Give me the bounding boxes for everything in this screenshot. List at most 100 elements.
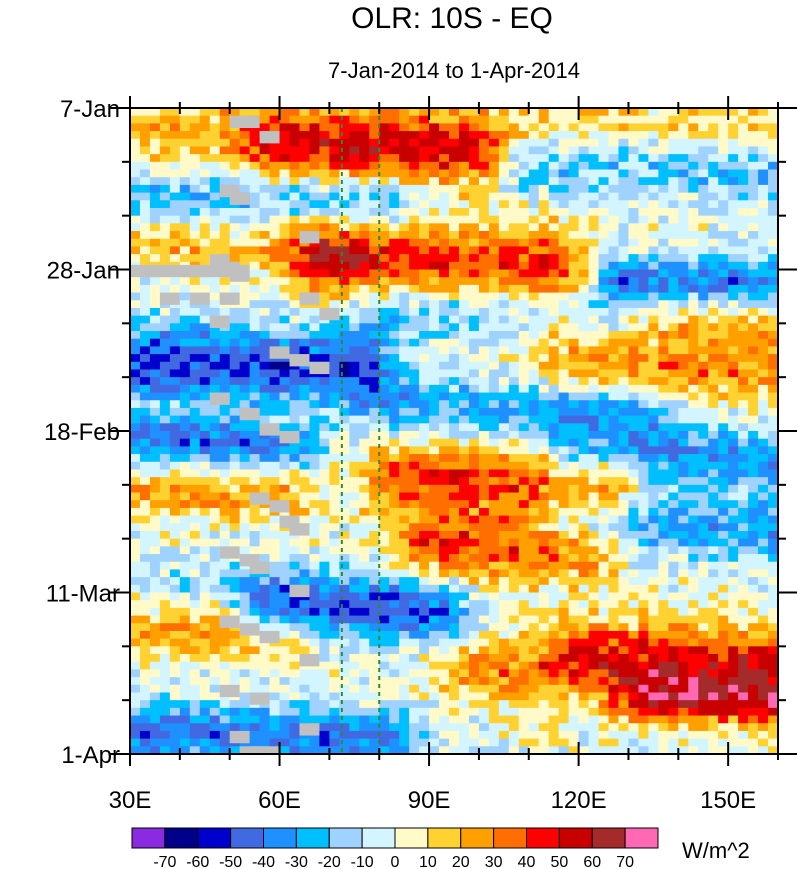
heatmap-cell — [718, 254, 729, 263]
heatmap-cell — [528, 692, 540, 701]
heatmap-cell — [678, 246, 689, 255]
heatmap-cell — [518, 646, 530, 655]
heatmap-cell — [608, 292, 620, 301]
heatmap-cell — [628, 538, 640, 547]
heatmap-cell — [189, 600, 201, 609]
heatmap-cell — [339, 492, 350, 501]
heatmap-cell — [458, 400, 470, 409]
heatmap-cell — [578, 184, 590, 194]
heatmap-cell — [409, 507, 420, 517]
heatmap-cell — [508, 584, 520, 594]
heatmap-cell — [229, 469, 241, 478]
heatmap-cell — [149, 569, 161, 578]
heatmap-cell — [718, 246, 729, 255]
heatmap-cell — [548, 561, 560, 571]
heatmap-cell — [439, 277, 450, 286]
heatmap-cell — [628, 730, 640, 740]
heatmap-cell — [718, 215, 729, 224]
heatmap-cell — [628, 577, 640, 586]
heatmap-cell — [708, 477, 719, 486]
heatmap-cell — [698, 561, 709, 571]
heatmap-cell — [628, 700, 640, 709]
heatmap-cell — [309, 346, 321, 355]
heatmap-cell — [648, 646, 659, 655]
heatmap-cell — [468, 315, 480, 324]
heatmap-cell — [458, 700, 470, 709]
heatmap-cell — [449, 246, 460, 255]
heatmap-cell — [658, 108, 669, 117]
heatmap-cell — [588, 707, 600, 717]
heatmap-cell — [239, 638, 251, 647]
heatmap-cell — [558, 377, 570, 386]
heatmap-cell — [389, 500, 400, 509]
heatmap-cell — [429, 507, 440, 517]
heatmap-cell — [279, 192, 291, 201]
heatmap-cell — [139, 654, 151, 663]
heatmap-cell — [269, 292, 281, 301]
heatmap-cell — [518, 607, 530, 617]
heatmap-cell — [299, 431, 311, 440]
heatmap-cell — [668, 138, 679, 148]
heatmap-cell — [668, 577, 679, 586]
heatmap-cell — [339, 454, 350, 463]
heatmap-cell — [618, 108, 630, 117]
heatmap-cell — [518, 592, 530, 601]
heatmap-cell — [349, 369, 360, 378]
heatmap-cell — [149, 238, 161, 248]
heatmap-cell — [159, 338, 171, 347]
heatmap-cell — [528, 292, 540, 301]
heatmap-cell — [648, 538, 659, 547]
heatmap-cell — [189, 584, 201, 594]
heatmap-cell — [558, 231, 570, 240]
heatmap-cell — [618, 723, 630, 732]
heatmap-cell — [349, 638, 360, 647]
heatmap-cell — [488, 384, 500, 394]
heatmap-cell — [688, 192, 699, 201]
heatmap-cell — [259, 730, 271, 740]
heatmap-cell — [429, 238, 440, 248]
heatmap-cell — [578, 423, 590, 432]
heatmap-cell — [618, 369, 630, 378]
heatmap-cell — [578, 530, 590, 540]
heatmap-cell — [359, 715, 370, 724]
heatmap-cell — [608, 346, 620, 355]
heatmap-cell — [189, 646, 201, 655]
heatmap-cell — [518, 615, 530, 624]
heatmap-cell — [199, 277, 211, 286]
heatmap-cell — [379, 338, 390, 347]
heatmap-cell — [209, 669, 221, 678]
heatmap-cell — [429, 246, 440, 255]
heatmap-cell — [349, 515, 360, 524]
heatmap-cell — [488, 423, 500, 432]
heatmap-cell — [399, 415, 410, 424]
heatmap-cell — [149, 154, 161, 163]
heatmap-cell — [339, 177, 350, 186]
heatmap-cell — [578, 277, 590, 286]
heatmap-cell — [379, 377, 390, 386]
heatmap-cell — [449, 723, 460, 732]
heatmap-cell — [389, 484, 400, 494]
heatmap-cell — [658, 492, 669, 501]
heatmap-cell — [299, 438, 311, 447]
heatmap-cell — [688, 423, 699, 432]
heatmap-cell — [359, 646, 370, 655]
heatmap-cell — [568, 300, 580, 309]
heatmap-cell — [169, 192, 181, 201]
heatmap-cell — [698, 738, 709, 747]
heatmap-cell — [179, 138, 191, 148]
heatmap-cell — [588, 392, 600, 401]
heatmap-cell — [169, 346, 181, 355]
heatmap-cell — [279, 392, 291, 401]
heatmap-cell — [389, 108, 400, 117]
heatmap-cell — [618, 446, 630, 455]
heatmap-cell — [568, 454, 580, 463]
heatmap-cell — [538, 138, 550, 148]
heatmap-cell — [648, 146, 659, 155]
heatmap-cell — [359, 484, 370, 494]
heatmap-cell — [209, 638, 221, 647]
heatmap-cell — [279, 584, 291, 594]
heatmap-cell — [449, 108, 460, 117]
heatmap-cell — [439, 454, 450, 463]
heatmap-cell — [239, 346, 251, 355]
heatmap-cell — [329, 200, 340, 209]
